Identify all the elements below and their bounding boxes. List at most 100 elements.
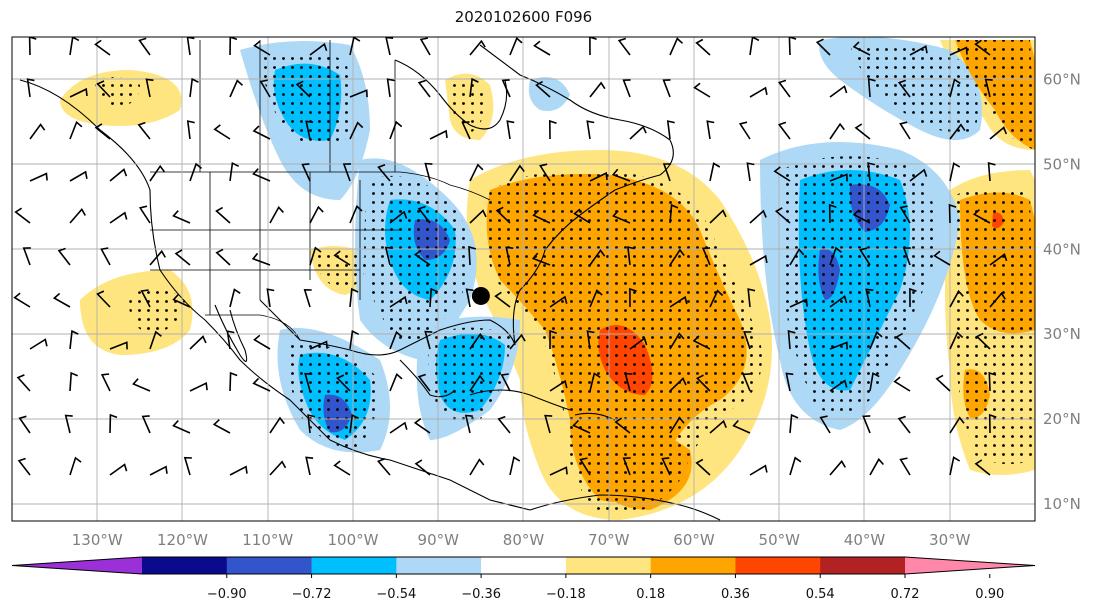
coast-central-am [329, 439, 531, 511]
wind-barb [693, 82, 711, 98]
wind-barb [417, 79, 431, 98]
wind-barb [303, 288, 312, 308]
wind-barb [213, 124, 231, 140]
lat-label: 20°N [1043, 410, 1081, 428]
wind-barb [29, 123, 46, 140]
wind-barb [229, 371, 238, 392]
wind-barb [709, 209, 727, 224]
wind-barb [695, 38, 711, 56]
wind-barb [137, 121, 151, 140]
wind-barb [624, 372, 633, 392]
wind-barb [377, 163, 391, 182]
colorbar-tick-label: −0.54 [376, 587, 416, 602]
wind-barb [899, 205, 911, 224]
wind-barb [461, 121, 471, 140]
wind-barb [429, 287, 439, 308]
wind-barb [622, 79, 631, 98]
colorbar-tick-label: 0.36 [721, 587, 750, 602]
map-frame [11, 36, 1036, 522]
wind-barb [629, 336, 648, 350]
latitude-labels: 60°N 50°N 40°N 30°N 20°N 10°N [1043, 70, 1081, 513]
colorbar-tick-label: −0.36 [461, 587, 501, 602]
wind-barb [269, 460, 287, 476]
wind-barb [389, 210, 408, 224]
wind-barb [852, 209, 871, 224]
wind-barb [549, 379, 568, 392]
wind-barb [252, 377, 271, 392]
wind-barb [18, 415, 31, 434]
wind-barb [252, 125, 271, 140]
wind-barb [145, 78, 154, 98]
wind-barb [749, 254, 768, 266]
wind-barb [869, 372, 880, 392]
wind-barb [94, 123, 111, 140]
wind-barb [899, 121, 911, 140]
colorbar-segment [142, 557, 228, 574]
colorbar-extend-high [905, 557, 1035, 574]
wind-barb [149, 164, 166, 182]
wind-barb [949, 162, 961, 182]
wind-barb [96, 290, 111, 308]
wind-barb [589, 81, 606, 98]
lon-label: 90°W [418, 531, 460, 549]
wind-barb [469, 374, 485, 392]
wind-barb [349, 329, 360, 350]
stipple-gulf [428, 327, 510, 423]
wind-barb [829, 246, 842, 266]
wind-barb [494, 291, 511, 308]
lon-label: 60°W [673, 531, 715, 549]
colorbar-labels: −0.90 −0.72 −0.54 −0.36 −0.18 0.18 0.36 0.54 0.7… [207, 574, 1004, 602]
wind-barb [497, 415, 511, 434]
wind-barb [899, 457, 911, 476]
wind-barb [612, 210, 631, 224]
coast-hispaniola [574, 412, 616, 421]
wind-barb [29, 338, 48, 350]
wind-barb [229, 465, 248, 476]
wind-barb [815, 38, 831, 56]
wind-barb [389, 120, 403, 140]
wind-barb [376, 457, 391, 476]
wind-barb [669, 248, 685, 266]
wind-barb [829, 295, 848, 308]
wind-barb [549, 329, 557, 350]
wind-barb [94, 39, 111, 56]
wind-barb [52, 292, 71, 308]
wind-barb [949, 289, 964, 308]
wind-barb [709, 419, 727, 434]
lon-label: 30°W [929, 531, 971, 549]
wind-barb [829, 459, 846, 476]
wind-barb [989, 252, 1008, 266]
wind-barb [469, 332, 486, 350]
colorbar-segment [481, 557, 567, 574]
wind-barb [505, 246, 514, 266]
wind-barb [469, 458, 485, 476]
wind-barb [464, 414, 473, 434]
wind-barb [972, 209, 991, 224]
wind-barb [989, 126, 1008, 140]
wind-barb [424, 330, 433, 350]
wind-barb [692, 335, 711, 350]
wind-barb [333, 460, 351, 476]
wind-barb [215, 248, 231, 266]
wind-barb [589, 249, 606, 266]
wind-barb [777, 79, 791, 98]
wind-barb [305, 120, 314, 140]
coast-hudson [394, 59, 508, 130]
wind-barb [586, 120, 595, 140]
wind-barb [869, 457, 884, 476]
wind-barb [743, 331, 752, 350]
wind-barb [132, 378, 151, 392]
wind-barb [909, 287, 917, 308]
wind-barb [629, 125, 647, 140]
stipple-nw [95, 76, 140, 108]
wind-barb [149, 465, 168, 476]
wind-barb [183, 456, 192, 476]
wind-barb [669, 332, 685, 350]
wind-barb [215, 206, 231, 224]
wind-barb [614, 417, 631, 434]
colorbar [11, 556, 1036, 575]
coast-cuba [469, 389, 571, 411]
wind-barb [788, 37, 797, 56]
wind-barb [586, 330, 595, 350]
wind-barb [414, 459, 431, 476]
